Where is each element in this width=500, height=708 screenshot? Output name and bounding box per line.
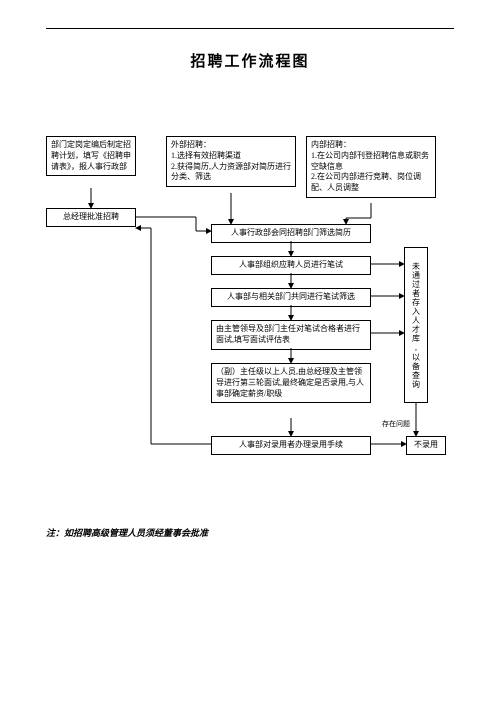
- node-screen-resume: 人事行政部会同招聘部门筛选简历: [211, 224, 371, 243]
- node-interview: 由主管领导及部门主任对笔试合格者进行面试,填写面试评估表: [211, 320, 371, 350]
- node-internal: 内部招聘： 1.在公司内部刊登招聘信息或职务空缺信息 2.在公司内部进行竞聘、岗…: [306, 136, 436, 198]
- label-problem: 存在问题: [376, 419, 416, 429]
- footnote: 注：如招聘高级管理人员须经董事会批准: [46, 526, 208, 539]
- node-external: 外部招聘： 1.选择有效招聘渠道 2.获得简历,人力资源部对简历进行分类、筛选: [166, 136, 296, 187]
- node-gm-approve: 总经理批准招聘: [46, 208, 136, 227]
- node-talent-pool: 未通过者存入人才库,以备查询: [404, 247, 428, 403]
- node-final-round: （副）主任级以上人员,由总经理及主管领导进行第三轮面试,最终确定是否录用,与人事…: [211, 363, 371, 403]
- node-reject: 不录用: [406, 436, 446, 455]
- node-dept-plan: 部门定岗定编后制定招聘计划，填写《招聘申请表》，报人事行政部: [46, 136, 136, 176]
- header-rule: [46, 28, 454, 29]
- node-onboard: 人事部对录用者办理录用手续: [211, 436, 371, 455]
- node-test-screen: 人事部与相关部门共同进行笔试筛选: [211, 288, 371, 307]
- page-title: 招聘工作流程图: [46, 50, 454, 71]
- node-written-test: 人事部组织应聘人员进行笔试: [211, 256, 371, 275]
